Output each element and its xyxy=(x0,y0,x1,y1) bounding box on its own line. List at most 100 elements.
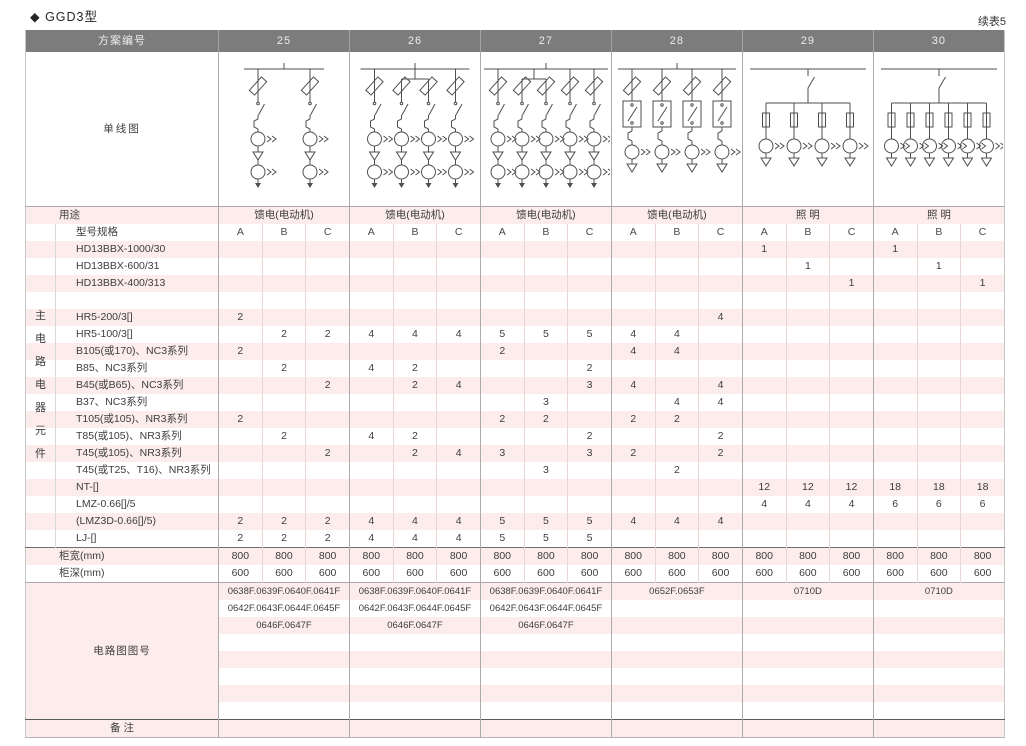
value-cell xyxy=(785,292,830,309)
side-label-char: 电 xyxy=(35,333,46,345)
value-cell xyxy=(872,258,917,275)
value-cell xyxy=(829,462,874,479)
value-cell: 2 xyxy=(218,513,263,530)
component-row-label: HR5-100/3[] xyxy=(55,326,219,343)
cabinet-width-cell: 800 xyxy=(785,547,830,565)
value-cell xyxy=(960,326,1005,343)
value-cell xyxy=(829,411,874,428)
cabinet-depth-cell: 600 xyxy=(610,565,656,583)
circuit-number-cell-29 xyxy=(741,668,874,685)
value-cell xyxy=(436,360,481,377)
value-cell xyxy=(916,428,961,445)
value-cell xyxy=(567,411,612,428)
value-cell: 2 xyxy=(305,326,350,343)
value-cell: 2 xyxy=(567,428,612,445)
value-cell xyxy=(872,377,917,394)
remark-cell-26 xyxy=(348,719,481,738)
value-cell: 5 xyxy=(567,513,612,530)
value-cell xyxy=(872,513,917,530)
side-label-char: 主 xyxy=(35,310,46,322)
value-cell xyxy=(348,394,394,411)
value-cell: 2 xyxy=(305,377,350,394)
scheme-column-header-25: 25 xyxy=(218,30,350,52)
value-cell xyxy=(654,360,699,377)
spec-table: 方案编号 25 26 27 28 29 30 单线图 用途 馈电(电动机) 馈电(电动机) 馈电(电动… xyxy=(25,30,1005,738)
cabinet-depth-cell: 600 xyxy=(261,565,306,583)
value-cell xyxy=(523,479,568,496)
value-cell xyxy=(960,292,1005,309)
usage-cell-25: 馈电(电动机) xyxy=(218,206,350,224)
cabinet-depth-cell: 600 xyxy=(348,565,394,583)
value-cell xyxy=(741,343,787,360)
value-cell xyxy=(348,309,394,326)
component-row-label: HD13BBX-400/313 xyxy=(55,275,219,292)
value-cell xyxy=(305,241,350,258)
cabinet-width-cell: 800 xyxy=(261,547,306,565)
value-cell xyxy=(523,428,568,445)
value-cell: 2 xyxy=(261,513,306,530)
value-cell xyxy=(305,360,350,377)
remark-label: 备 注 xyxy=(25,719,219,738)
circuit-number-cell-26 xyxy=(348,702,481,720)
side-label-char: 电 xyxy=(35,379,46,391)
value-cell xyxy=(916,530,961,548)
circuit-number-cell-29 xyxy=(741,600,874,617)
phase-header-27-C: C xyxy=(567,224,612,241)
table-row: T105(或105)、NR3系列 2 2 2 2 2 xyxy=(26,411,1005,428)
value-cell xyxy=(436,292,481,309)
value-cell xyxy=(610,496,656,513)
cabinet-width-cell: 800 xyxy=(218,547,263,565)
phase-header-26-C: C xyxy=(436,224,481,241)
value-cell xyxy=(218,360,263,377)
value-cell: 3 xyxy=(523,462,568,479)
value-cell xyxy=(261,479,306,496)
value-cell xyxy=(305,462,350,479)
cabinet-depth-cell: 600 xyxy=(872,565,917,583)
value-cell xyxy=(741,377,787,394)
value-cell xyxy=(960,241,1005,258)
table-row: T45(或T25、T16)、NR3系列 3 2 xyxy=(26,462,1005,479)
value-cell xyxy=(698,326,743,343)
value-cell xyxy=(610,292,656,309)
value-cell: 6 xyxy=(872,496,917,513)
value-cell xyxy=(916,462,961,479)
value-cell xyxy=(698,343,743,360)
value-cell xyxy=(610,360,656,377)
value-cell xyxy=(960,530,1005,548)
value-cell: 1 xyxy=(960,275,1005,292)
phase-header-28-B: B xyxy=(654,224,699,241)
value-cell xyxy=(785,275,830,292)
cabinet-depth-cell: 600 xyxy=(960,565,1005,583)
value-cell xyxy=(785,326,830,343)
value-cell xyxy=(872,394,917,411)
circuit-number-cell-29 xyxy=(741,702,874,720)
table-row: 柜宽(mm) 800 800 800 800 800 800 800 800 800 800 800 8… xyxy=(25,547,1005,565)
value-cell xyxy=(698,496,743,513)
value-cell xyxy=(829,258,874,275)
component-row-label: T105(或105)、NR3系列 xyxy=(55,411,219,428)
value-cell xyxy=(567,292,612,309)
value-cell xyxy=(698,462,743,479)
cabinet-depth-cell: 600 xyxy=(392,565,437,583)
table-row: 备 注 xyxy=(25,719,1005,738)
value-cell xyxy=(218,326,263,343)
value-cell xyxy=(960,411,1005,428)
cabinet-width-cell: 800 xyxy=(698,547,743,565)
value-cell xyxy=(872,275,917,292)
value-cell: 2 xyxy=(654,411,699,428)
value-cell: 2 xyxy=(392,428,437,445)
phase-header-25-C: C xyxy=(305,224,350,241)
main-circuit-components-label: 主电路电器元件 xyxy=(25,224,56,548)
value-cell xyxy=(261,496,306,513)
value-cell xyxy=(872,530,917,548)
value-cell xyxy=(261,275,306,292)
value-cell xyxy=(305,343,350,360)
circuit-number-cell-28: 0652F.0653F xyxy=(610,582,743,600)
value-cell: 2 xyxy=(261,326,306,343)
value-cell: 2 xyxy=(392,445,437,462)
table-row: B85、NC3系列 2 4 2 2 xyxy=(26,360,1005,377)
phase-header-29-A: A xyxy=(741,224,787,241)
cabinet-depth-cell: 600 xyxy=(523,565,568,583)
value-cell: 4 xyxy=(348,530,394,548)
